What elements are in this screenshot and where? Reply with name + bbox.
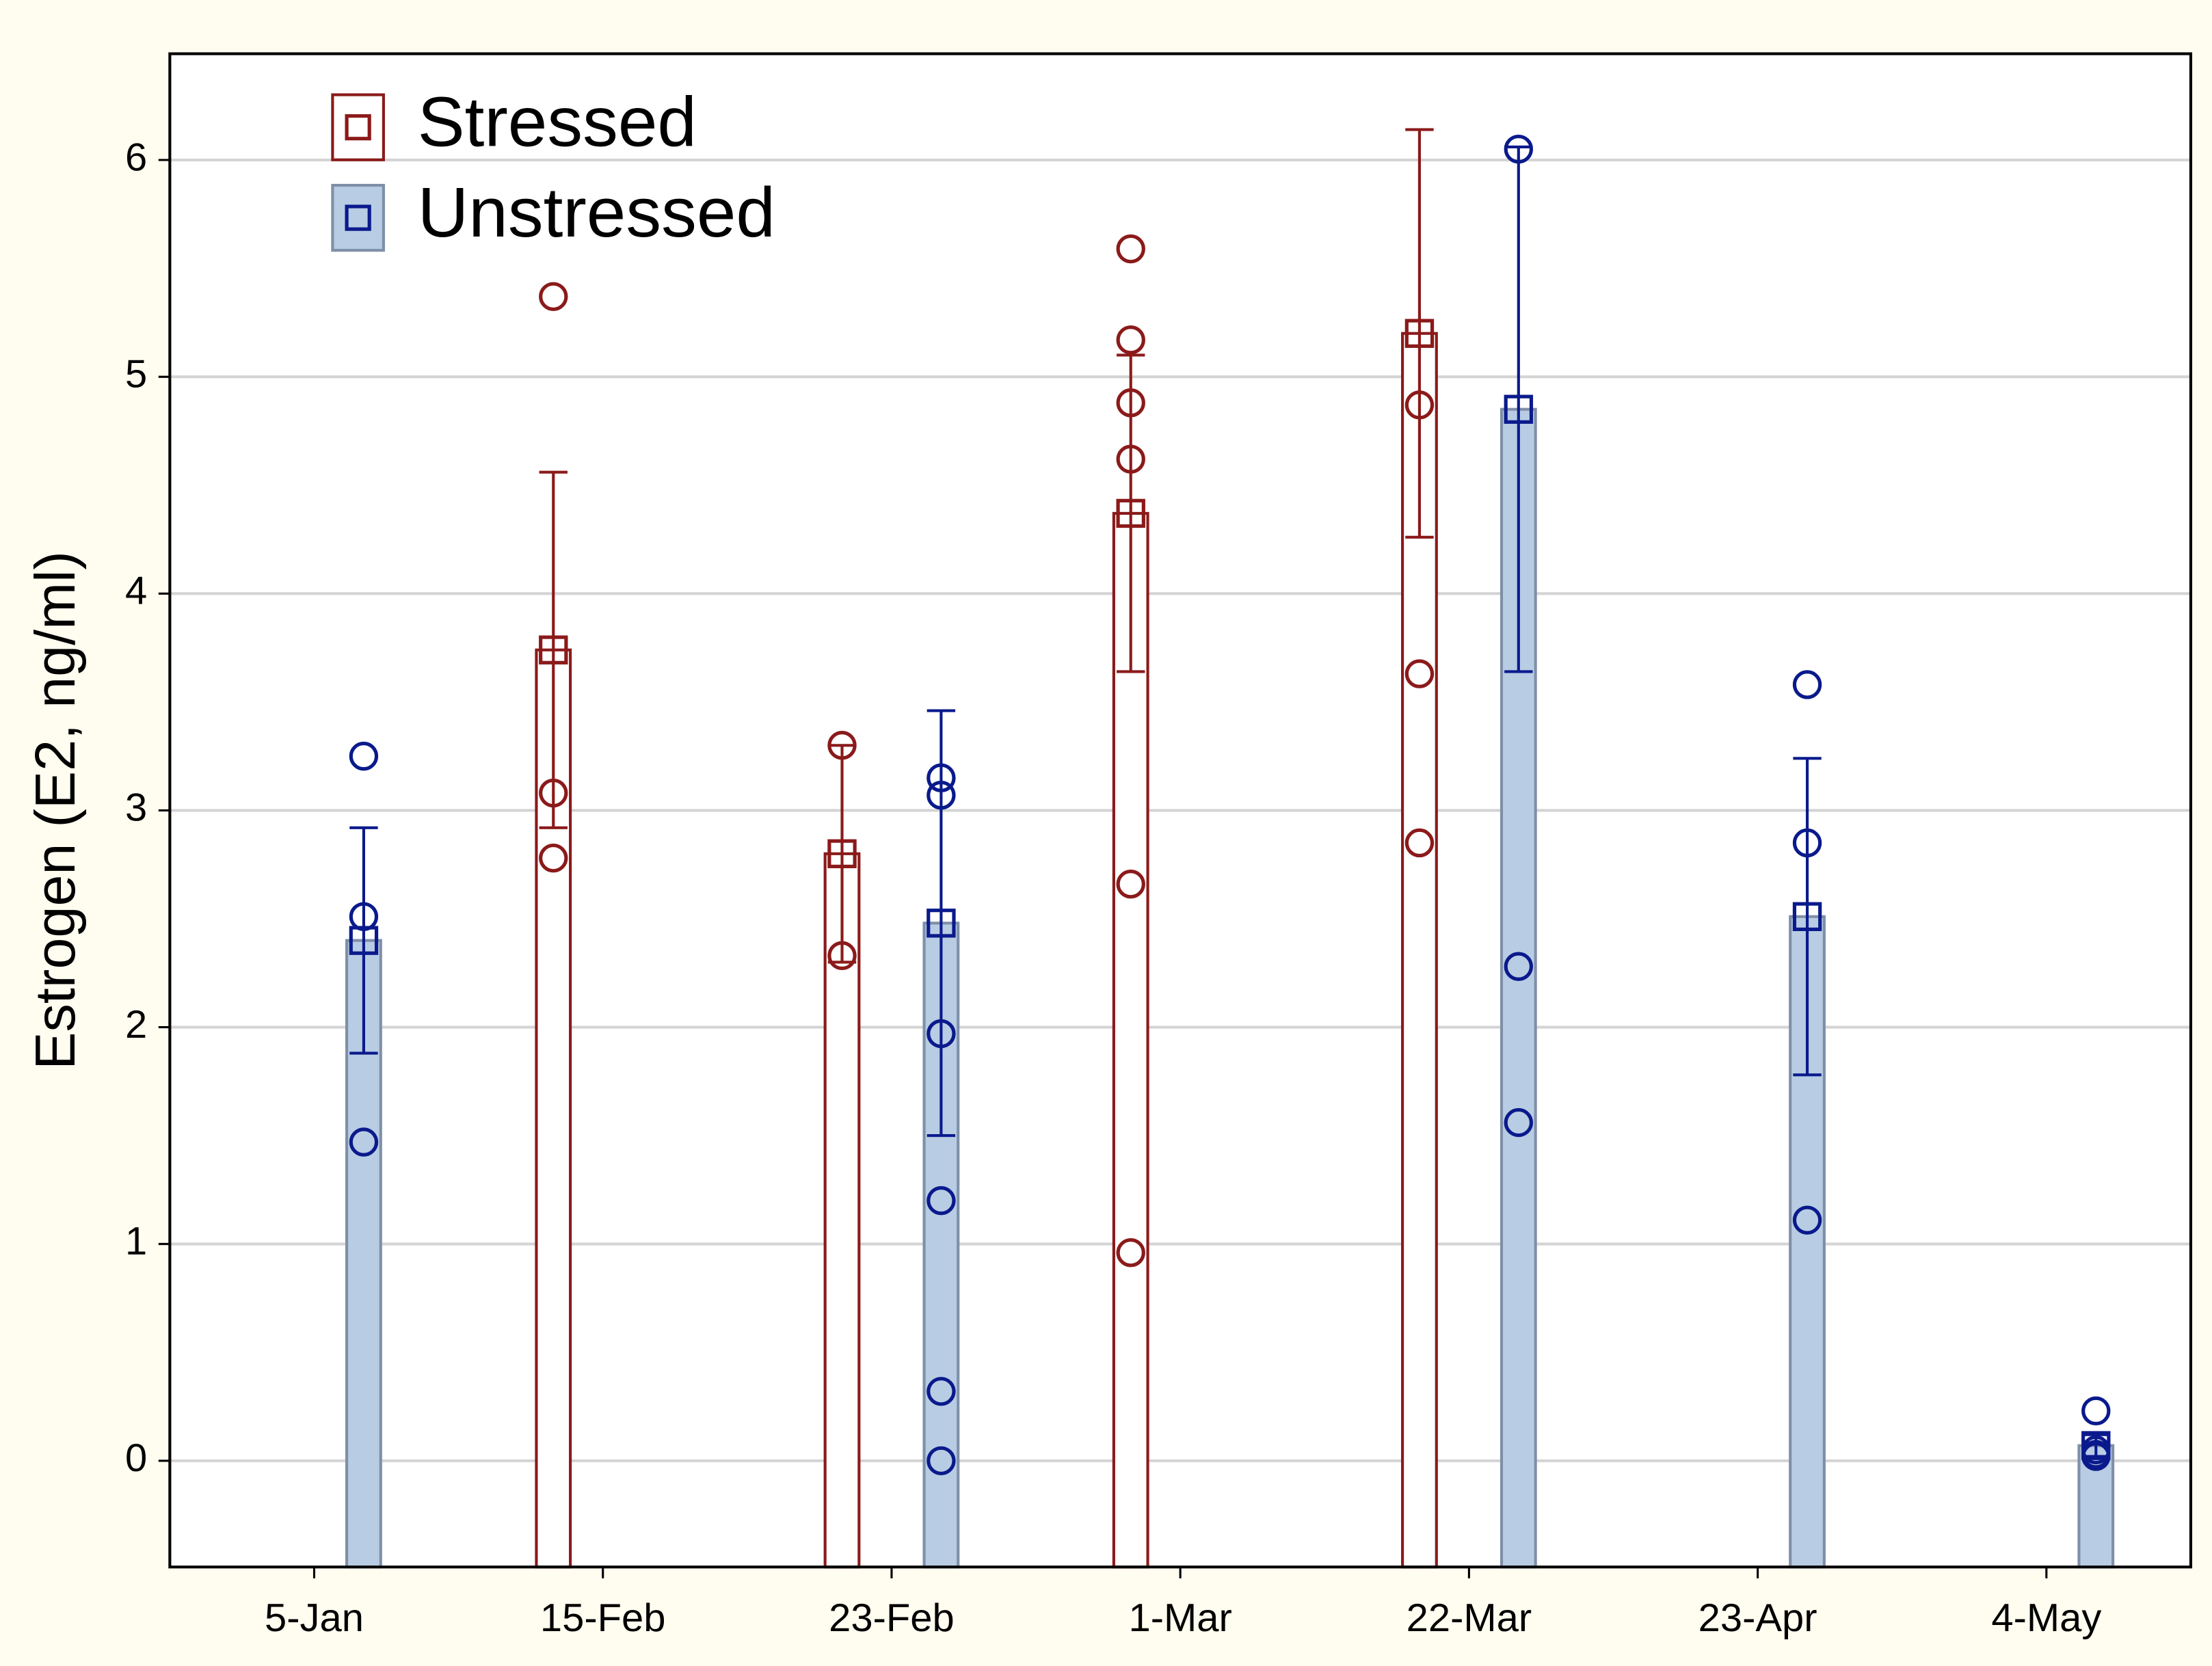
- data-point: [1116, 870, 1145, 899]
- x-tick-label: 22-Mar: [1407, 1596, 1532, 1640]
- data-point: [349, 741, 379, 771]
- x-tick-label: 23-Feb: [829, 1596, 955, 1640]
- x-tick-label: 1-Mar: [1129, 1596, 1232, 1640]
- data-point: [927, 780, 956, 810]
- data-point: [2081, 1396, 2111, 1426]
- data-point: [1116, 444, 1145, 474]
- y-axis-label: Estrogen (E2, ng/ml): [23, 551, 87, 1070]
- data-point: [1792, 670, 1822, 699]
- mean-marker: [539, 635, 568, 664]
- legend-swatch: [331, 93, 385, 161]
- mean-marker: [1504, 394, 1534, 424]
- x-tick-label: 23-Apr: [1698, 1596, 1817, 1640]
- y-tick-label: 4: [125, 569, 147, 613]
- data-point: [349, 902, 379, 931]
- data-point: [1116, 388, 1145, 418]
- plot-frame: [168, 52, 2193, 1569]
- y-tick-label: 0: [125, 1436, 147, 1480]
- data-point: [349, 1127, 379, 1157]
- legend-swatch: [331, 183, 385, 252]
- data-point: [927, 1186, 956, 1215]
- mean-marker: [1116, 498, 1145, 528]
- y-tick-label: 1: [125, 1220, 147, 1263]
- data-point: [1116, 1238, 1145, 1267]
- x-tick-label: 15-Feb: [540, 1596, 666, 1640]
- x-tick-label: 4-May: [1991, 1596, 2101, 1640]
- data-point: [927, 1019, 956, 1049]
- data-point: [1504, 952, 1534, 981]
- data-point: [927, 763, 956, 793]
- data-point: [1116, 234, 1145, 264]
- data-point: [1116, 325, 1145, 355]
- x-tick-label: 5-Jan: [265, 1596, 364, 1640]
- data-point: [539, 843, 568, 873]
- data-point: [539, 282, 568, 312]
- data-point: [1792, 828, 1822, 858]
- mean-marker: [1404, 319, 1435, 348]
- y-tick-label: 6: [125, 135, 147, 179]
- mean-marker: [827, 839, 857, 869]
- legend-marker: [345, 204, 371, 231]
- mean-marker: [927, 909, 956, 938]
- legend-label: Unstressed: [418, 172, 775, 252]
- y-tick-label: 2: [125, 1003, 147, 1047]
- mean-marker: [1792, 902, 1822, 931]
- data-point: [1504, 134, 1534, 164]
- data-point: [927, 1446, 956, 1475]
- data-point: [1404, 828, 1435, 858]
- data-point: [827, 731, 857, 760]
- data-point: [539, 778, 568, 808]
- y-tick-label: 3: [125, 786, 147, 830]
- data-point: [1404, 390, 1435, 420]
- data-point: [1504, 1107, 1534, 1138]
- data-point: [927, 1377, 956, 1406]
- y-tick-label: 5: [125, 352, 147, 396]
- data-point: [1792, 1205, 1822, 1235]
- data-point: [2081, 1442, 2111, 1471]
- legend-label: Stressed: [418, 82, 697, 161]
- data-point: [1404, 659, 1435, 688]
- data-point: [827, 941, 857, 971]
- legend-marker: [345, 114, 371, 141]
